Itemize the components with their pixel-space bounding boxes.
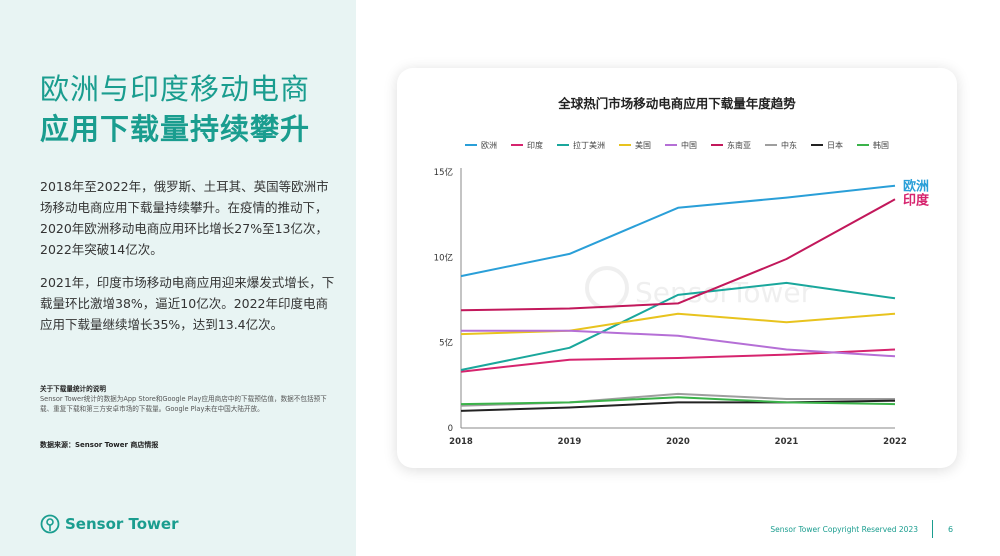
series-line [460, 198, 896, 312]
legend-label: 东南亚 [727, 140, 751, 150]
footer-copyright: Sensor Tower Copyright Reserved 2023 [770, 525, 918, 534]
paragraph-europe: 2018年至2022年，俄罗斯、土耳其、英国等欧洲市场移动电商应用下载量持续攀升… [40, 179, 329, 257]
legend-label: 韩国 [873, 140, 889, 150]
x-tick-label: 2022 [883, 437, 907, 447]
x-tick-label: 2021 [775, 437, 799, 447]
series-line [460, 184, 896, 278]
legend-label: 日本 [827, 140, 843, 150]
page-title-line1: 欧洲与印度移动电商 [40, 72, 311, 106]
y-tick-label: 10亿 [434, 252, 453, 263]
chart-card: SensorTower 全球热门市场移动电商应用下载量年度趋势 欧洲 印度 拉丁美洲 美国… [397, 68, 957, 468]
y-tick-label: 5亿 [439, 338, 453, 349]
note-body: Sensor Tower统计的数据为App Store和Google Play应… [40, 395, 327, 413]
page-number: 6 [948, 525, 954, 534]
x-tick-label: 2019 [558, 437, 582, 447]
note-title: 关于下载量统计的说明 [40, 385, 106, 393]
logo-text: Sensor Tower [65, 515, 179, 533]
y-tick-label: 0 [448, 424, 453, 434]
series-line [460, 281, 896, 371]
footer-divider [932, 520, 933, 538]
left-panel: 欧洲与印度移动电商 应用下载量持续攀升 2018年至2022年，俄罗斯、土耳其、… [0, 0, 356, 556]
legend-label: 欧洲 [481, 140, 497, 150]
legend-label: 美国 [635, 140, 651, 150]
page-title-line2: 应用下载量持续攀升 [40, 112, 311, 146]
download-note: 关于下载量统计的说明 Sensor Tower统计的数据为App Store和G… [40, 384, 330, 414]
sensor-tower-logo-icon [40, 514, 60, 534]
x-tick-label: 2018 [449, 437, 473, 447]
sensor-tower-logo: Sensor Tower [40, 514, 178, 534]
legend-label: 中国 [681, 140, 697, 150]
watermark-icon [585, 266, 629, 310]
y-tick-label: 15亿 [434, 167, 453, 178]
chart-title: 全球热门市场移动电商应用下载量年度趋势 [557, 96, 796, 111]
end-label: 欧洲 [903, 179, 929, 195]
end-label: 印度 [903, 192, 930, 208]
series-line [460, 399, 896, 412]
legend-label: 拉丁美洲 [573, 140, 605, 150]
paragraph-india: 2021年，印度市场移动电商应用迎来爆发式增长，下载量环比激增38%，逼近10亿… [40, 275, 335, 332]
legend-label: 印度 [527, 140, 543, 150]
x-tick-label: 2020 [666, 437, 690, 447]
series-line [460, 312, 896, 336]
series-line [460, 396, 896, 406]
data-source: 数据来源：Sensor Tower 商店情报 [40, 441, 159, 449]
legend-label: 中东 [781, 140, 797, 150]
series-line [461, 329, 896, 358]
series-line [460, 348, 896, 373]
watermark: SensorTower [585, 266, 813, 310]
